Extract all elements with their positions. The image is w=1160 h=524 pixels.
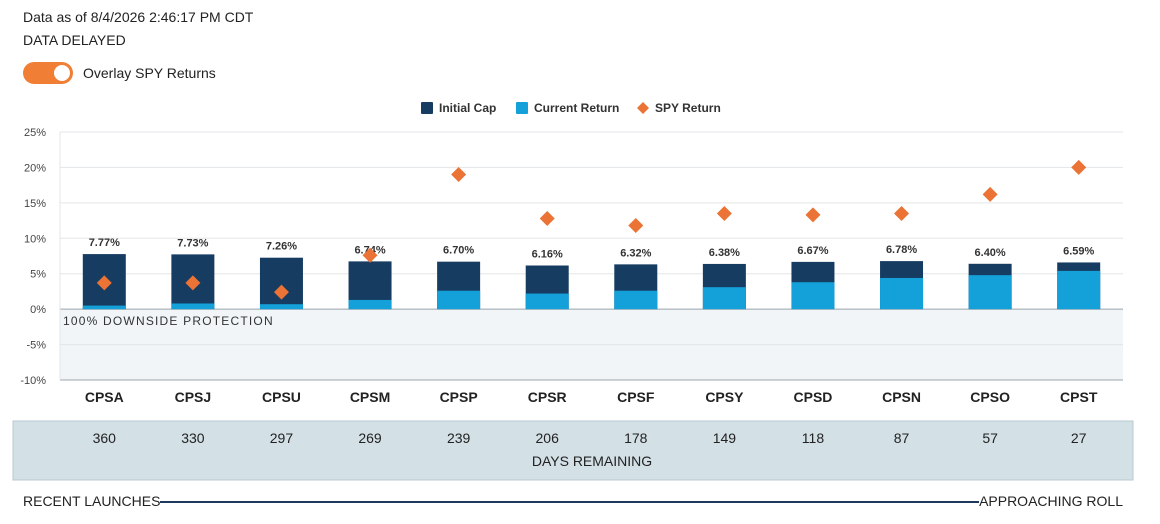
- spy-return-marker: [894, 205, 910, 221]
- initial-cap-value-label: 7.26%: [266, 241, 297, 253]
- initial-cap-value-label: 6.40%: [975, 247, 1006, 259]
- current-return-bar: [525, 293, 569, 310]
- y-tick-label: 20%: [24, 162, 46, 174]
- category-tick-label: CPSM: [350, 389, 390, 405]
- legend-label-initial-cap: Initial Cap: [439, 101, 496, 115]
- y-tick-label: 0%: [30, 304, 46, 316]
- category-tick-label: CPSD: [794, 389, 833, 405]
- y-tick-label: 10%: [24, 233, 46, 245]
- spy-return-marker: [716, 205, 732, 221]
- spy-return-marker: [805, 207, 821, 223]
- y-tick-label: -5%: [26, 340, 46, 352]
- initial-cap-value-label: 6.59%: [1063, 245, 1094, 257]
- y-tick-label: 25%: [24, 127, 46, 139]
- initial-cap-value-label: 6.70%: [443, 245, 474, 257]
- approaching-roll-label: APPROACHING ROLL: [979, 493, 1123, 509]
- y-tick-label: 5%: [30, 269, 46, 281]
- overlay-spy-label: Overlay SPY Returns: [83, 65, 216, 81]
- days-remaining-value: 178: [624, 430, 648, 446]
- downside-protection-label: 100% DOWNSIDE PROTECTION: [63, 314, 274, 328]
- legend-label-spy-return: SPY Return: [655, 101, 721, 115]
- data-as-of-timestamp: Data as of 8/4/2026 2:46:17 PM CDT: [23, 9, 254, 25]
- legend-swatch-spy-return: [637, 102, 649, 114]
- overlay-spy-toggle[interactable]: [23, 62, 73, 84]
- y-tick-label: 15%: [24, 198, 46, 210]
- current-return-bar: [82, 305, 126, 310]
- days-remaining-value: 149: [713, 430, 737, 446]
- category-tick-label: CPST: [1060, 389, 1098, 405]
- category-tick-label: CPSN: [882, 389, 921, 405]
- days-remaining-value: 57: [982, 430, 998, 446]
- initial-cap-value-label: 6.67%: [797, 245, 828, 257]
- y-tick-label: -10%: [20, 375, 46, 387]
- category-tick-label: CPSJ: [175, 389, 212, 405]
- spy-return-marker: [273, 284, 289, 300]
- spy-return-marker: [451, 167, 467, 183]
- days-remaining-value: 360: [93, 430, 117, 446]
- spy-return-marker: [982, 186, 998, 202]
- overlay-spy-toggle-group: Overlay SPY Returns: [23, 62, 216, 84]
- days-remaining-value: 269: [358, 430, 382, 446]
- days-remaining-label: DAYS REMAINING: [532, 453, 652, 469]
- timeline-arrow-line: [160, 501, 979, 503]
- current-return-bar: [348, 299, 392, 310]
- days-remaining-value: 239: [447, 430, 471, 446]
- category-tick-label: CPSU: [262, 389, 301, 405]
- spy-return-marker: [362, 247, 378, 263]
- initial-cap-value-label: 7.77%: [89, 237, 120, 249]
- days-remaining-value: 27: [1071, 430, 1087, 446]
- days-remaining-band: [12, 420, 1134, 481]
- data-delayed-note: DATA DELAYED: [23, 32, 126, 48]
- current-return-bar: [791, 282, 835, 310]
- category-tick-label: CPSF: [617, 389, 655, 405]
- category-tick-label: CPSA: [85, 389, 124, 405]
- current-return-bar: [1057, 270, 1101, 310]
- initial-cap-value-label: 6.38%: [709, 247, 740, 259]
- current-return-bar: [259, 304, 303, 310]
- spy-return-marker: [628, 218, 644, 234]
- spy-return-marker: [1071, 159, 1087, 175]
- legend-swatch-initial-cap: [421, 102, 433, 114]
- toggle-knob: [54, 65, 70, 81]
- spy-return-marker: [185, 275, 201, 291]
- initial-cap-bar: [259, 257, 303, 310]
- current-return-bar: [968, 275, 1012, 310]
- days-remaining-value: 118: [802, 430, 825, 446]
- category-tick-label: CPSR: [528, 389, 567, 405]
- current-return-bar: [171, 303, 215, 310]
- legend-label-current-return: Current Return: [534, 101, 619, 115]
- initial-cap-value-label: 6.16%: [532, 248, 563, 260]
- current-return-bar: [880, 277, 924, 310]
- days-remaining-value: 330: [181, 430, 205, 446]
- days-remaining-value: 206: [536, 430, 560, 446]
- category-tick-label: CPSY: [705, 389, 744, 405]
- category-tick-label: CPSP: [440, 389, 478, 405]
- days-remaining-value: 87: [894, 430, 910, 446]
- current-return-bar: [437, 290, 481, 310]
- current-return-bar: [614, 290, 658, 310]
- spy-return-marker: [539, 210, 555, 226]
- recent-launches-label: RECENT LAUNCHES: [23, 493, 161, 509]
- legend-swatch-current-return: [516, 102, 528, 114]
- initial-cap-value-label: 6.78%: [886, 244, 917, 256]
- spy-return-marker: [96, 275, 112, 291]
- initial-cap-value-label: 7.73%: [177, 237, 208, 249]
- category-tick-label: CPSO: [970, 389, 1010, 405]
- current-return-bar: [702, 287, 746, 310]
- days-remaining-value: 297: [270, 430, 294, 446]
- initial-cap-value-label: 6.32%: [620, 247, 651, 259]
